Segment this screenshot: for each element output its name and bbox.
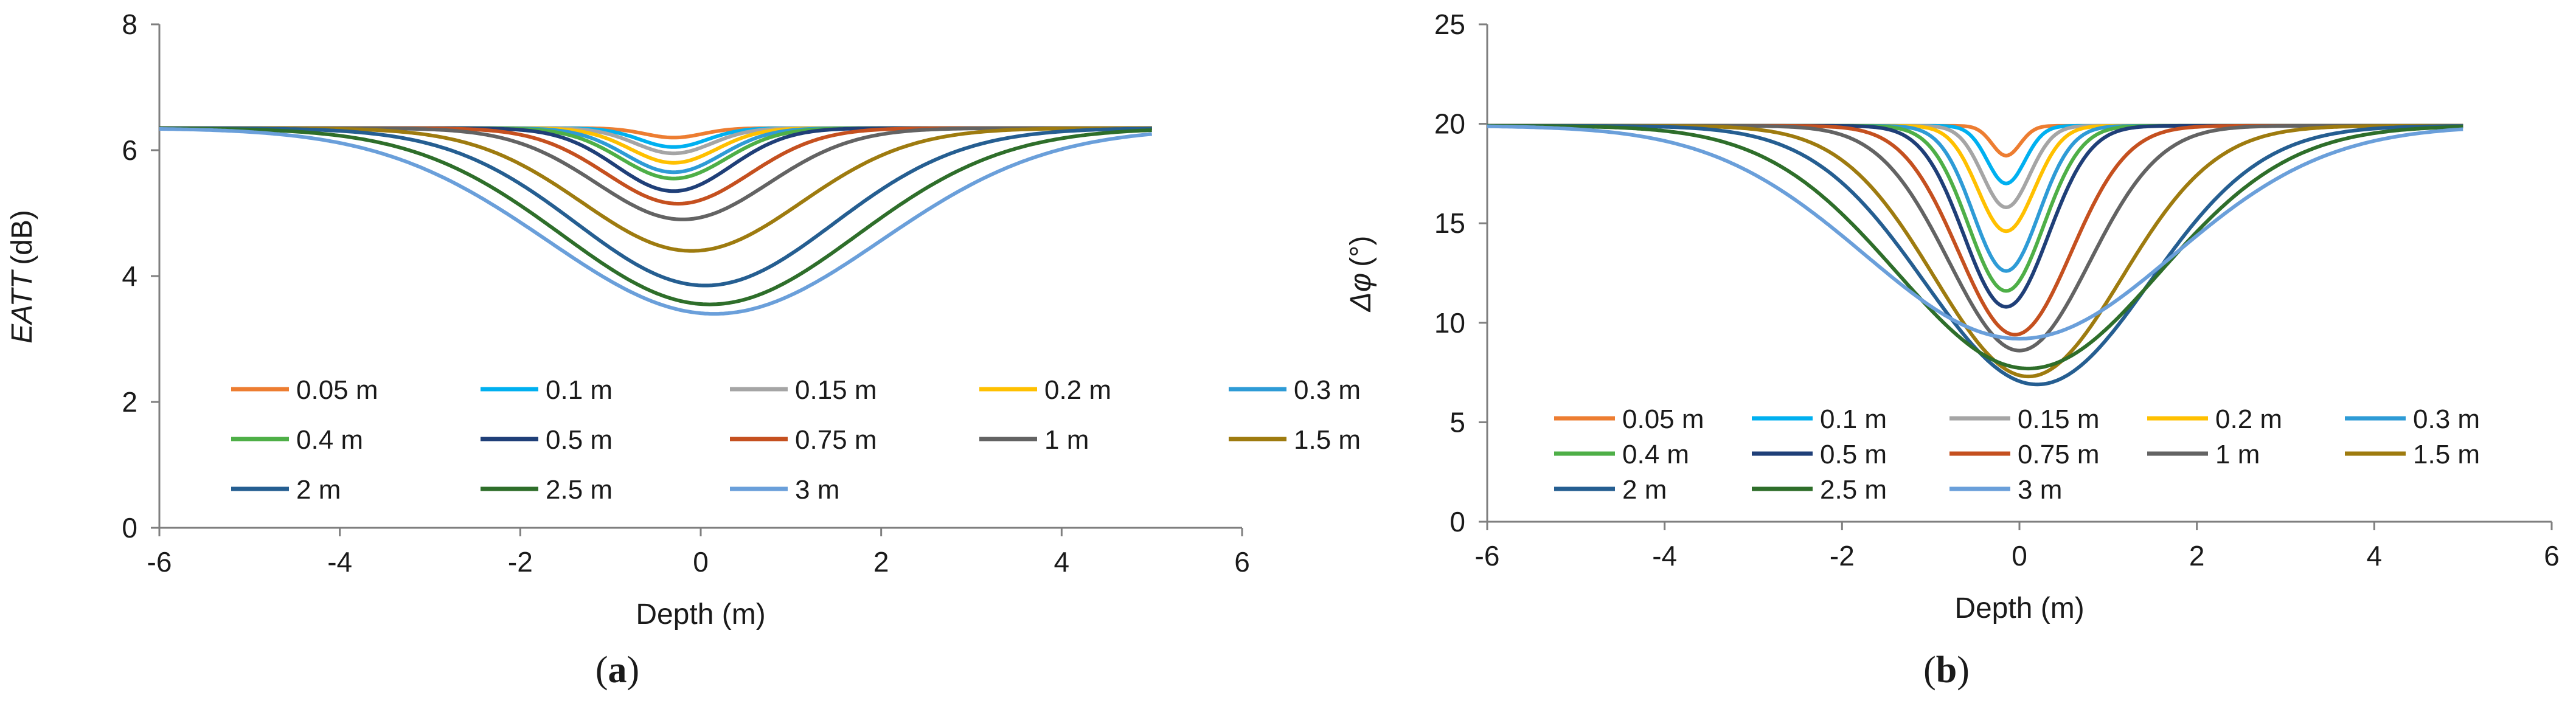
- y-axis-label-symbol: Δφ: [1345, 273, 1377, 313]
- series-lines: [1487, 123, 2463, 387]
- panel-label: (b): [1923, 649, 1970, 691]
- panel-label-open: (: [1923, 649, 1936, 691]
- x-tick-label: 6: [1234, 546, 1250, 578]
- x-tick-label: -2: [1830, 540, 1855, 572]
- legend-label: 2.5 m: [546, 475, 613, 505]
- series-line-2_5m: [1487, 123, 2463, 371]
- x-tick-label: -4: [1652, 540, 1677, 572]
- y-tick-label: 4: [122, 260, 137, 292]
- y-axis-label-symbol: EATT: [6, 269, 38, 344]
- panel-label-letter: a: [608, 649, 627, 691]
- series-lines: [159, 126, 1153, 316]
- legend-label: 2.5 m: [1820, 475, 1887, 505]
- x-tick-label: 2: [873, 546, 889, 578]
- legend-label: 1 m: [2215, 440, 2260, 469]
- legend-label: 0.4 m: [296, 425, 363, 455]
- legend-label: 0.1 m: [1820, 404, 1887, 434]
- series-line-3m: [1487, 124, 2463, 341]
- y-tick-label: 0: [122, 512, 137, 544]
- x-tick-label: 4: [1054, 546, 1070, 578]
- legend-label: 0.2 m: [2215, 404, 2282, 434]
- legend-label: 0.75 m: [795, 425, 877, 455]
- y-axis-label: EATT (dB): [6, 210, 38, 344]
- legend-label: 3 m: [795, 475, 839, 505]
- x-tick-label: -2: [508, 546, 533, 578]
- x-axis-label: Depth (m): [1954, 592, 2084, 624]
- panel-label: (a): [595, 649, 639, 691]
- panel-label-letter: b: [1936, 649, 1957, 691]
- panel-label-close: ): [1957, 649, 1970, 691]
- y-tick-label: 25: [1434, 9, 1465, 40]
- y-tick-label: 0: [1449, 506, 1465, 538]
- legend-label: 2 m: [296, 475, 341, 505]
- legend-label: 2 m: [1622, 475, 1667, 505]
- x-tick-label: -6: [147, 546, 172, 578]
- legend-label: 0.2 m: [1044, 375, 1111, 405]
- legend-label: 0.4 m: [1622, 440, 1689, 469]
- panel-label-close: ): [627, 649, 640, 691]
- legend-label: 1.5 m: [1294, 425, 1361, 455]
- series-line-2m: [159, 126, 1152, 288]
- y-tick-label: 15: [1434, 207, 1465, 239]
- chart-panel-b: 0 5 10 15 20 25 -6 -4 -2 0 2 4 6 Depth (m) Δφ (°) 0.05 m…: [1345, 9, 2560, 691]
- panel-label-open: (: [595, 649, 608, 691]
- y-tick-label: 10: [1434, 307, 1465, 339]
- x-tick-label: 4: [2367, 540, 2383, 572]
- series-line-3m: [159, 127, 1153, 316]
- legend-label: 0.1 m: [546, 375, 613, 405]
- series-line-2m: [1487, 123, 2463, 387]
- legend-label: 1 m: [1044, 425, 1089, 455]
- legend-label: 0.75 m: [2018, 440, 2100, 469]
- y-axis-label-unit: (°): [1345, 236, 1377, 267]
- series-line-2_5m: [159, 126, 1152, 306]
- legend-label: 0.3 m: [2413, 404, 2480, 434]
- y-tick-label: 8: [122, 9, 137, 40]
- legend: 0.05 m 0.1 m 0.15 m 0.2 m 0.3 m 0.4 m 0.5 m 0.7…: [1554, 404, 2480, 505]
- legend-label: 0.3 m: [1294, 375, 1361, 405]
- legend: 0.05 m 0.1 m 0.15 m 0.2 m 0.3 m 0.4 m 0.5 m 0.7…: [231, 375, 1361, 505]
- y-tick-label: 20: [1434, 108, 1465, 140]
- legend-label: 0.15 m: [2018, 404, 2100, 434]
- legend-label: 0.05 m: [296, 375, 378, 405]
- legend-label: 0.5 m: [1820, 440, 1887, 469]
- y-tick-label: 5: [1449, 406, 1465, 438]
- y-axis-label: Δφ (°): [1345, 236, 1377, 313]
- legend-label: 0.5 m: [546, 425, 613, 455]
- legend-label: 0.05 m: [1622, 404, 1704, 434]
- x-tick-label: 0: [693, 546, 709, 578]
- x-tick-label: -6: [1475, 540, 1500, 572]
- legend-label: 1.5 m: [2413, 440, 2480, 469]
- legend-label: 0.15 m: [795, 375, 877, 405]
- x-axis-label: Depth (m): [636, 598, 765, 631]
- y-tick-label: 6: [122, 134, 137, 166]
- x-tick-label: -4: [327, 546, 352, 578]
- x-tick-label: 2: [2189, 540, 2205, 572]
- y-tick-label: 2: [122, 386, 137, 418]
- x-tick-label: 6: [2544, 540, 2560, 572]
- legend-label: 3 m: [2018, 475, 2062, 505]
- y-axis-label-unit: (dB): [6, 210, 38, 265]
- x-tick-label: 0: [2012, 540, 2027, 572]
